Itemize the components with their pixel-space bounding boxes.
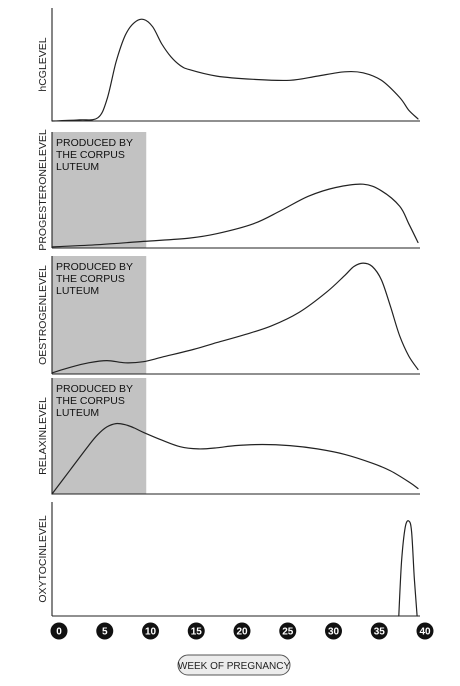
x-tick-15: 15: [187, 622, 205, 640]
x-tick-5: 5: [96, 622, 114, 640]
shade-note-line: THE CORPUS: [56, 273, 125, 285]
series-line: [51, 18, 419, 122]
shade-note-line: THE CORPUS: [56, 395, 125, 407]
shade-note-line: LUTEUM: [56, 161, 99, 173]
shade-note-line: LUTEUM: [56, 285, 99, 297]
shade-note-line: PRODUCED BY: [56, 137, 133, 149]
x-tick-10: 10: [142, 622, 159, 640]
x-tick-marker: [325, 622, 342, 640]
x-tick-20: 20: [233, 622, 251, 640]
corpus-luteum-shade: [52, 378, 147, 494]
series-line: [51, 422, 419, 495]
x-tick-35: 35: [370, 622, 388, 640]
x-tick-marker: [142, 622, 159, 640]
x-tick-label: 10: [145, 627, 157, 638]
y-axis-label: RELAXINLEVEL: [37, 397, 49, 475]
shade-note-line: THE CORPUS: [56, 149, 125, 161]
x-tick-marker: [279, 622, 297, 640]
x-tick-label: 20: [236, 627, 248, 638]
series-line: [51, 262, 419, 374]
shade-note-line: PRODUCED BY: [56, 383, 133, 395]
x-axis-label: WEEK OF PREGNANCY: [178, 661, 291, 672]
x-tick-marker: [50, 622, 68, 640]
shade-note-line: PRODUCED BY: [56, 261, 133, 273]
series-line: [398, 520, 418, 617]
y-axis-label: PROGESTERONELEVEL: [37, 129, 49, 251]
panel-5: OXYTOCINLEVEL: [37, 502, 420, 617]
corpus-luteum-shade: [52, 256, 147, 374]
x-tick-label: 35: [374, 627, 386, 638]
panel-1: hCGLEVEL: [37, 8, 420, 122]
y-axis-label: hCGLEVEL: [37, 37, 49, 91]
y-axis-label: OESTROGENLEVEL: [37, 265, 49, 365]
x-tick-40: 40: [416, 622, 434, 640]
x-axis-ticks: 0 5 10 15 20 25 30 35 40: [50, 622, 434, 640]
series-line: [51, 183, 419, 248]
x-tick-label: 30: [328, 627, 340, 638]
x-tick-label: 15: [191, 627, 203, 638]
x-tick-label: 40: [419, 627, 431, 638]
x-tick-marker: [233, 622, 251, 640]
shade-note-line: LUTEUM: [56, 407, 99, 419]
x-tick-label: 5: [102, 627, 108, 638]
y-axis-label: OXYTOCINLEVEL: [37, 515, 49, 602]
x-axis-label-pill: WEEK OF PREGNANCY: [177, 654, 291, 676]
x-tick-label: 25: [282, 627, 294, 638]
x-tick-0: 0: [50, 622, 68, 640]
x-tick-30: 30: [325, 622, 342, 640]
x-tick-marker: [187, 622, 205, 640]
x-tick-marker: [370, 622, 388, 640]
x-tick-label: 0: [56, 627, 62, 638]
x-tick-25: 25: [279, 622, 297, 640]
x-tick-marker: [416, 622, 434, 640]
corpus-luteum-shade: [52, 132, 147, 248]
x-tick-marker: [96, 622, 114, 640]
x-axis-label-badge: [177, 654, 291, 676]
